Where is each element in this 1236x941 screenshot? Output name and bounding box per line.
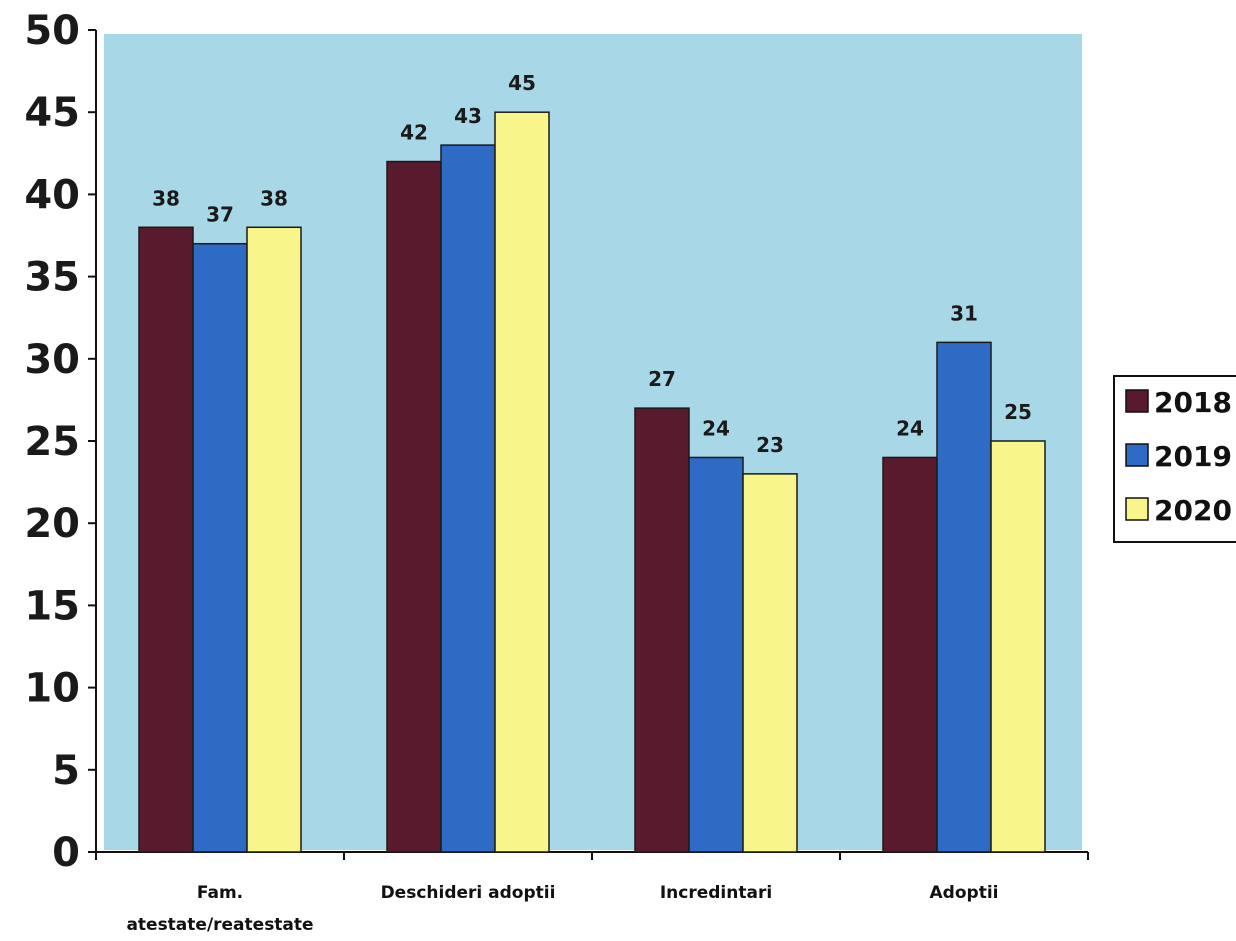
y-tick-label: 0 — [52, 830, 80, 876]
x-category-label: Fam. — [197, 883, 243, 903]
data-labels-group: 38 37 38 42 43 45 27 24 23 24 31 25 — [152, 71, 1032, 457]
bar — [138, 226, 194, 853]
data-label: 25 — [1004, 400, 1032, 424]
data-label: 37 — [206, 203, 234, 227]
x-category-label: Adoptii — [930, 883, 999, 903]
bar — [386, 160, 442, 853]
x-category-label: Deschideri adoptii — [381, 883, 556, 903]
bar — [634, 407, 690, 853]
bars-group — [138, 111, 1046, 853]
data-label: 24 — [702, 416, 730, 440]
legend-swatch — [1125, 389, 1149, 413]
y-tick-label: 35 — [24, 255, 80, 301]
y-tick-label: 20 — [24, 501, 80, 547]
legend-swatch — [1125, 497, 1149, 521]
legend-label: 2018 — [1154, 386, 1232, 419]
bar — [192, 242, 248, 853]
data-label: 27 — [648, 367, 676, 391]
legend-label: 2020 — [1154, 494, 1232, 527]
data-label: 38 — [260, 186, 288, 210]
data-label: 45 — [508, 71, 536, 95]
y-tick-label: 50 — [24, 8, 80, 54]
x-category-label: atestate/reatestate — [126, 915, 313, 935]
y-tick-label: 40 — [24, 172, 80, 218]
y-axis: 0 5 10 15 20 25 30 35 40 45 50 — [24, 8, 97, 876]
bar — [440, 144, 496, 853]
y-tick-label: 5 — [52, 748, 80, 794]
bar — [936, 341, 992, 853]
bar — [688, 456, 744, 853]
y-tick-label: 25 — [24, 419, 80, 465]
y-tick-label: 45 — [24, 90, 80, 136]
data-label: 31 — [950, 301, 978, 325]
data-label: 42 — [400, 121, 428, 145]
bar — [742, 473, 798, 853]
x-category-label: Incredintari — [660, 883, 772, 903]
y-tick-label: 10 — [24, 666, 80, 712]
data-label: 24 — [896, 416, 924, 440]
data-label: 43 — [454, 104, 482, 128]
legend-swatch — [1125, 443, 1149, 467]
bar — [990, 440, 1046, 853]
x-axis: Fam. atestate/reatestate Deschideri adopti… — [95, 851, 1089, 935]
bar — [494, 111, 550, 853]
y-tick-label: 15 — [24, 583, 80, 629]
bar — [882, 456, 938, 853]
data-label: 23 — [756, 433, 784, 457]
y-tick-label: 30 — [24, 337, 80, 383]
bar — [246, 226, 302, 853]
legend: 2018 2019 2020 — [1113, 375, 1236, 543]
data-label: 38 — [152, 186, 180, 210]
legend-label: 2019 — [1154, 440, 1232, 473]
